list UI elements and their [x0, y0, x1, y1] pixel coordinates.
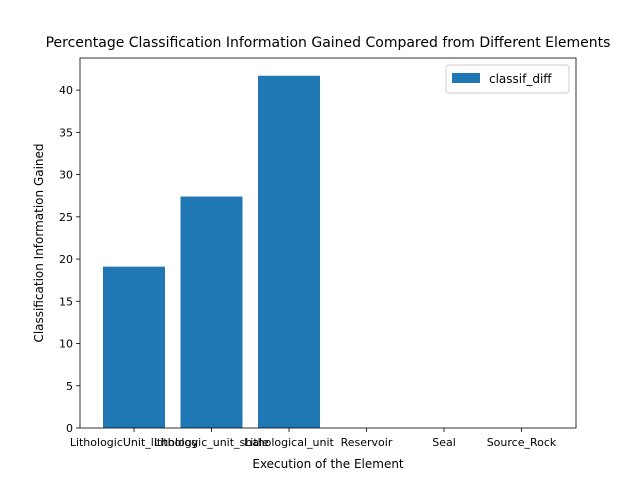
x-tick-label: Seal — [432, 436, 456, 449]
y-tick-label: 5 — [66, 380, 73, 393]
x-tick-label: LithologicUnit_lithology — [70, 436, 199, 449]
x-tick-label: Lithologic_unit_shale — [154, 436, 269, 449]
plot-frame — [79, 57, 577, 429]
x-axis-label: Execution of the Element — [252, 457, 404, 471]
legend-frame — [445, 64, 570, 94]
y-tick-label: 10 — [59, 338, 73, 351]
legend: classif_diff — [445, 64, 570, 94]
y-tick-label: 30 — [59, 169, 73, 182]
y-tick-label: 35 — [59, 126, 73, 139]
bar-lithologic-unit-shale — [180, 196, 243, 428]
x-tick-label: Reservoir — [341, 436, 393, 449]
y-tick-label: 40 — [59, 84, 73, 97]
y-axis-label: Classification Information Gained — [32, 143, 46, 342]
y-axis: 0 5 10 15 20 25 30 35 40 — [59, 84, 80, 435]
bar-lithologicunit-lithology — [103, 266, 165, 428]
bars-group — [103, 75, 320, 429]
y-tick-label: 0 — [66, 422, 73, 435]
x-axis: LithologicUnit_lithologyLithologic_unit_… — [70, 428, 557, 449]
y-tick-label: 15 — [59, 295, 73, 308]
x-tick-label: Source_Rock — [487, 436, 557, 449]
chart-title: Percentage Classification Information Ga… — [46, 35, 611, 51]
y-tick-label: 25 — [59, 211, 73, 224]
x-tick-label: Lithological_unit — [244, 436, 334, 449]
y-tick-label: 20 — [59, 253, 73, 266]
legend-label: classif_diff — [489, 72, 552, 86]
bar-lithological-unit — [258, 75, 320, 429]
legend-swatch — [452, 73, 480, 83]
